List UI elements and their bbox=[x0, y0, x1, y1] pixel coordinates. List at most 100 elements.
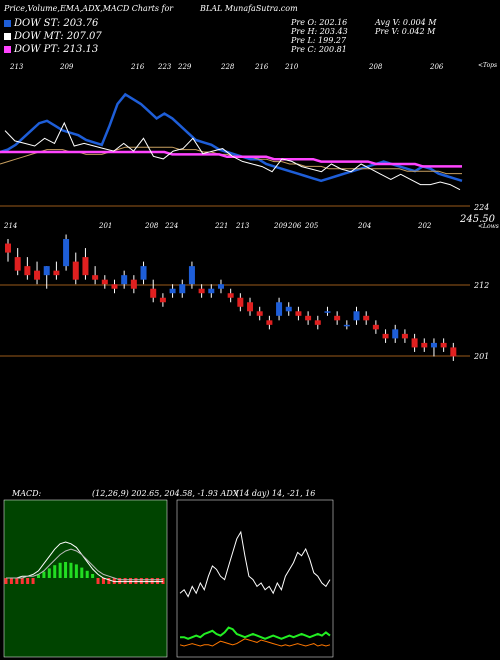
adx-panel bbox=[176, 499, 334, 658]
candle-tick: 209 bbox=[274, 222, 288, 230]
macd-hist-bar bbox=[134, 578, 138, 584]
top-tick: 216 bbox=[255, 63, 269, 71]
macd-hist-bar bbox=[118, 578, 122, 584]
legend-swatch-st bbox=[4, 20, 11, 27]
candle-body bbox=[72, 261, 79, 280]
lows-label: <Lows bbox=[478, 223, 499, 230]
candle-body bbox=[63, 239, 70, 267]
macd-hist-bar bbox=[91, 574, 95, 578]
macd-hist-bar bbox=[47, 568, 51, 578]
macd-hist-bar bbox=[129, 578, 133, 584]
macd-hist-bar bbox=[107, 578, 111, 584]
top-tick: 209 bbox=[60, 63, 74, 71]
candle-body bbox=[208, 288, 215, 294]
candle-body bbox=[343, 324, 350, 327]
candle-body bbox=[92, 275, 99, 280]
adx-values: (14 day) 14, -21, 16 bbox=[236, 489, 316, 498]
legend-dow-mt: DOW MT: 207.07 bbox=[4, 31, 102, 42]
top-tick: 213 bbox=[10, 63, 24, 71]
stat-open: Pre O: 202.16 bbox=[291, 18, 348, 27]
candle-tick: 214 bbox=[4, 222, 18, 230]
candle-body bbox=[5, 243, 11, 253]
candle-body bbox=[169, 288, 176, 294]
candle-body bbox=[363, 315, 370, 321]
macd-hist-bar bbox=[36, 574, 40, 578]
candle-body bbox=[353, 311, 360, 321]
stat-prev-volume: Pre V: 0.042 M bbox=[375, 27, 436, 36]
macd-values: (12,26,9) 202.65, 204.58, -1.93 ADX bbox=[92, 489, 239, 498]
title-text: Price,Volume,EMA,ADX,MACD Charts for bbox=[4, 4, 174, 13]
macd-hist-bar bbox=[15, 578, 19, 584]
macd-line bbox=[6, 541, 163, 583]
candle-body bbox=[140, 266, 147, 280]
candle-body bbox=[43, 266, 50, 276]
candle-tick: 205 bbox=[305, 222, 319, 230]
candle-tick: 202 bbox=[418, 222, 432, 230]
macd-hist-bar bbox=[58, 562, 62, 578]
candle-body bbox=[440, 342, 447, 348]
legend-dow-pt: DOW PT: 213.13 bbox=[4, 44, 98, 55]
candle-body bbox=[305, 315, 312, 321]
stat-avg-volume: Avg V: 0.004 M bbox=[375, 18, 437, 27]
level-212: 212 bbox=[474, 281, 490, 290]
candle-body bbox=[34, 270, 41, 280]
site-text: MunafaSutra.com bbox=[224, 4, 298, 13]
candle-body bbox=[82, 257, 89, 276]
candle-body bbox=[401, 333, 408, 339]
macd-hist-bar bbox=[101, 578, 105, 584]
chart-title: Price,Volume,EMA,ADX,MACD Charts for bbox=[4, 4, 173, 13]
macd-hist-bar bbox=[139, 578, 143, 584]
macd-hist-bar bbox=[74, 564, 78, 578]
adx-plus-line bbox=[180, 626, 331, 640]
candle-body bbox=[101, 279, 108, 285]
candle-body bbox=[450, 347, 457, 357]
candle-body bbox=[198, 288, 205, 294]
stat-close: Pre C: 200.81 bbox=[291, 45, 347, 54]
price-line bbox=[4, 121, 461, 191]
ema-panel bbox=[0, 92, 470, 207]
symbol-label: BLAL MunafaSutra.com bbox=[200, 4, 298, 13]
candle-tick: 206 bbox=[288, 222, 302, 230]
tops-label: <Tops bbox=[478, 62, 498, 69]
candle-body bbox=[392, 329, 399, 339]
candle-body bbox=[159, 297, 166, 303]
ema-long-line bbox=[0, 150, 462, 168]
candle-body bbox=[53, 270, 60, 276]
candle-tick: 224 bbox=[165, 222, 179, 230]
macd-hist-bar bbox=[145, 578, 149, 584]
stat-low: Pre L: 199.27 bbox=[291, 36, 347, 45]
candle-body bbox=[188, 266, 195, 285]
candle-body bbox=[150, 288, 157, 298]
macd-hist-bar bbox=[42, 571, 46, 578]
macd-label: MACD: bbox=[12, 489, 42, 498]
adx-line bbox=[179, 530, 331, 598]
macd-hist-bar bbox=[150, 578, 154, 584]
candle-body bbox=[217, 284, 224, 289]
stat-high: Pre H: 203.43 bbox=[291, 27, 348, 36]
top-tick: 223 bbox=[158, 63, 172, 71]
candle-body bbox=[382, 333, 389, 339]
candle-body bbox=[324, 311, 331, 313]
candle-body bbox=[130, 279, 137, 289]
symbol-text: BLAL bbox=[200, 4, 223, 13]
macd-hist-bar bbox=[96, 578, 100, 584]
macd-panel bbox=[3, 499, 168, 658]
candle-body bbox=[314, 320, 321, 325]
legend-dow-st: DOW ST: 203.76 bbox=[4, 18, 98, 29]
macd-hist-bar bbox=[123, 578, 127, 584]
macd-hist-bar bbox=[9, 578, 13, 584]
candle-body bbox=[179, 284, 186, 294]
macd-hist-bar bbox=[20, 578, 24, 584]
macd-hist-bar bbox=[161, 578, 165, 584]
level-201: 201 bbox=[474, 352, 490, 361]
macd-hist-bar bbox=[4, 578, 8, 584]
top-tick: 216 bbox=[131, 63, 145, 71]
macd-hist-bar bbox=[80, 567, 84, 578]
macd-box bbox=[3, 499, 168, 658]
candle-tick: 208 bbox=[145, 222, 159, 230]
legend-pt-label: DOW PT: 213.13 bbox=[14, 44, 99, 55]
legend-st-label: DOW ST: 203.76 bbox=[14, 18, 99, 29]
candle-body bbox=[334, 315, 341, 321]
legend-swatch-pt bbox=[4, 46, 11, 53]
top-tick: 229 bbox=[178, 63, 192, 71]
